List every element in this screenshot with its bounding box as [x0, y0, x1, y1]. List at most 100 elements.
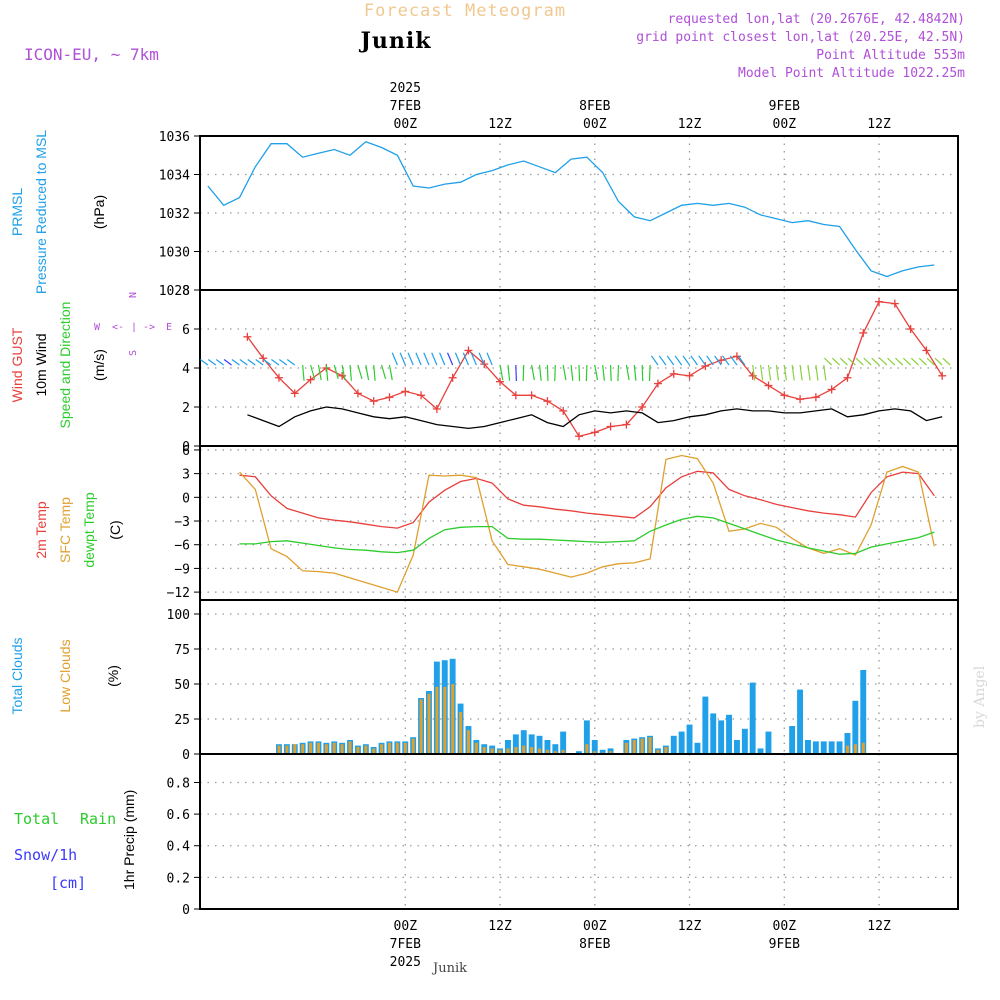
compass-west: W [94, 322, 101, 333]
wind-arrow [721, 355, 730, 366]
time-label: 12Z [867, 919, 891, 934]
wind-panel: 0 2 4 6 8 [182, 284, 959, 455]
time-label: 9FEB [769, 937, 800, 952]
wind-arrow [648, 364, 651, 381]
panel-label: (hPa) [91, 195, 107, 229]
total-cloud-bar [576, 751, 582, 754]
low-cloud-bar [561, 749, 565, 754]
pressure-line [207, 141, 935, 278]
wind-arrow [831, 357, 840, 366]
total-cloud-bar [726, 714, 732, 754]
time-label: 00Z [394, 117, 418, 132]
wind-arrow [309, 364, 316, 380]
time-label: 8FEB [579, 99, 610, 114]
y-tick-label: −9 [174, 562, 190, 577]
wind-arrow [546, 364, 549, 381]
wind-arrow [415, 352, 422, 366]
wind-arrow [538, 364, 542, 381]
wind-arrow [423, 352, 430, 366]
low-cloud-bar [443, 686, 447, 754]
total-cloud-bar [678, 731, 685, 754]
total-cloud-bar [820, 741, 827, 754]
wind-arrow [515, 364, 517, 381]
low-cloud-bar [364, 745, 368, 754]
wind-arrow [522, 364, 525, 381]
wind-arrow [594, 364, 599, 381]
wind-arrow [302, 364, 305, 381]
wind-arrow [349, 364, 353, 381]
time-label: 12Z [678, 117, 702, 132]
low-cloud-bar [664, 747, 668, 754]
time-label: 12Z [488, 117, 512, 132]
10m-wind-line [247, 406, 943, 430]
wind-arrow [617, 364, 620, 381]
time-label: 8FEB [579, 937, 610, 952]
panel-frame [199, 445, 959, 601]
wind-arrow [666, 355, 675, 366]
wind-arrow [317, 364, 322, 381]
time-label: 2025 [390, 955, 421, 970]
y-tick-label: 100 [167, 608, 190, 623]
wind-arrow [641, 364, 644, 381]
wind-arrow [775, 364, 780, 381]
total-cloud-bar [836, 741, 843, 754]
y-tick-label: 6 [182, 323, 190, 338]
time-label: 00Z [773, 919, 797, 934]
total-cloud-bar [710, 713, 717, 754]
panel-label: (m/s) [91, 349, 107, 381]
temperature-labels: 2m Temp SFC Temp dewpt Temp (C) [33, 492, 123, 567]
total-cloud-bar [686, 724, 693, 754]
low-cloud-bar [498, 749, 502, 754]
wind-arrow [609, 364, 612, 381]
wind-arrow [486, 352, 493, 366]
wind-arrow [446, 352, 454, 366]
low-cloud-bar [853, 744, 857, 754]
wind-arrow [714, 355, 722, 366]
total-cloud-bar [583, 720, 590, 754]
low-cloud-bar [348, 741, 352, 754]
y-tick-label: 0.4 [167, 840, 191, 855]
y-tick-label: 6 [182, 444, 190, 459]
wind-arrow [815, 364, 819, 381]
wind-arrow [760, 364, 764, 381]
y-tick-label: 2 [182, 401, 190, 416]
y-tick-label: 0 [182, 491, 190, 506]
total-cloud-bar [560, 731, 567, 754]
time-label: 00Z [773, 117, 797, 132]
y-tick-label: 1034 [159, 169, 190, 184]
wind-arrow [910, 357, 919, 366]
low-cloud-bar [277, 745, 281, 754]
y-tick-label: 1036 [159, 130, 190, 145]
y-tick-label: 1032 [159, 207, 190, 222]
panel-label: Wind GUST [9, 327, 25, 402]
model-altitude: Model Point Altitude 1022.25m [738, 66, 965, 81]
total-cloud-bar [812, 741, 819, 754]
wind-arrow [247, 359, 256, 366]
low-cloud-bar [332, 742, 336, 754]
low-cloud-bar [317, 742, 320, 754]
low-cloud-bar [624, 742, 628, 754]
time-label: 00Z [394, 919, 418, 934]
y-tick-label: 8 [182, 284, 190, 299]
total-cloud-bar [718, 720, 725, 754]
compass-east: E [166, 322, 172, 333]
bottom-time-axis: 00Z 7FEB 2025 12Z 00Z 8FEB 12Z 00Z 9FEB 12Z [390, 919, 891, 970]
total-cloud-bar [805, 740, 811, 754]
dewpt-temp-line [239, 515, 935, 555]
time-label: 9FEB [769, 99, 800, 114]
wind-arrow [650, 355, 659, 366]
wind-arrow [926, 357, 935, 366]
panel-label: (C) [107, 520, 123, 539]
low-cloud-bar [395, 742, 399, 754]
wind-arrow [499, 364, 504, 381]
low-cloud-bar [530, 747, 534, 754]
wind-arrow [554, 364, 556, 381]
compass-separator: | [131, 322, 137, 333]
wind-arrow [863, 357, 872, 366]
total-cloud-bar [734, 740, 740, 754]
wind-arrow [737, 355, 746, 366]
wind-arrow [918, 357, 927, 366]
wind-arrow [767, 364, 772, 381]
wind-arrow [365, 364, 370, 381]
low-cloud-bar [372, 748, 376, 754]
